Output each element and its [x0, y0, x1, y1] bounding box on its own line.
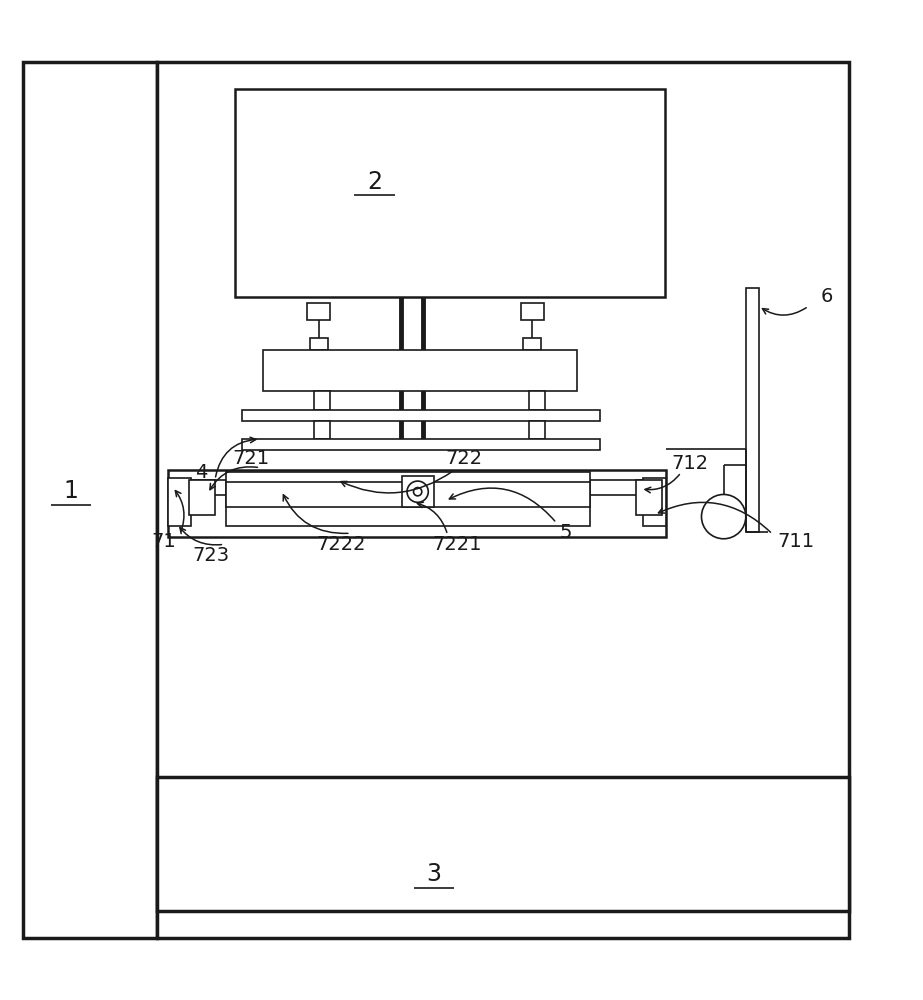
Text: 7222: 7222	[317, 535, 366, 554]
Bar	[157, 777, 849, 911]
Bar	[242, 410, 600, 421]
Text: 6: 6	[821, 287, 833, 306]
Bar	[168, 470, 666, 537]
Bar	[226, 482, 590, 507]
Text: 721: 721	[233, 449, 270, 468]
Bar	[529, 391, 545, 410]
Bar	[310, 338, 329, 350]
Text: 722: 722	[446, 449, 483, 468]
Bar	[235, 89, 665, 297]
Bar	[226, 472, 590, 526]
Bar	[314, 391, 330, 410]
Bar	[522, 338, 541, 350]
Text: 1: 1	[64, 479, 78, 503]
Bar	[168, 478, 191, 526]
Circle shape	[701, 494, 746, 539]
Circle shape	[414, 488, 422, 496]
Bar	[529, 421, 545, 439]
Text: 723: 723	[192, 546, 229, 565]
Bar	[643, 478, 666, 526]
Text: 2: 2	[367, 170, 382, 194]
Bar	[636, 480, 662, 515]
Text: 7221: 7221	[432, 535, 482, 554]
Bar	[521, 303, 544, 320]
Bar	[307, 303, 330, 320]
Bar	[189, 480, 215, 515]
Text: 4: 4	[195, 463, 208, 482]
Text: 712: 712	[672, 454, 709, 473]
Circle shape	[407, 481, 428, 502]
Text: 711: 711	[777, 532, 814, 551]
Bar	[263, 350, 577, 391]
Bar	[23, 62, 157, 938]
Bar	[314, 421, 330, 439]
Bar	[157, 62, 849, 938]
Bar	[242, 439, 600, 450]
Text: 71: 71	[151, 532, 175, 551]
Bar	[746, 288, 759, 532]
Text: 3: 3	[426, 862, 441, 886]
Bar	[402, 476, 434, 507]
Text: 5: 5	[559, 523, 572, 542]
